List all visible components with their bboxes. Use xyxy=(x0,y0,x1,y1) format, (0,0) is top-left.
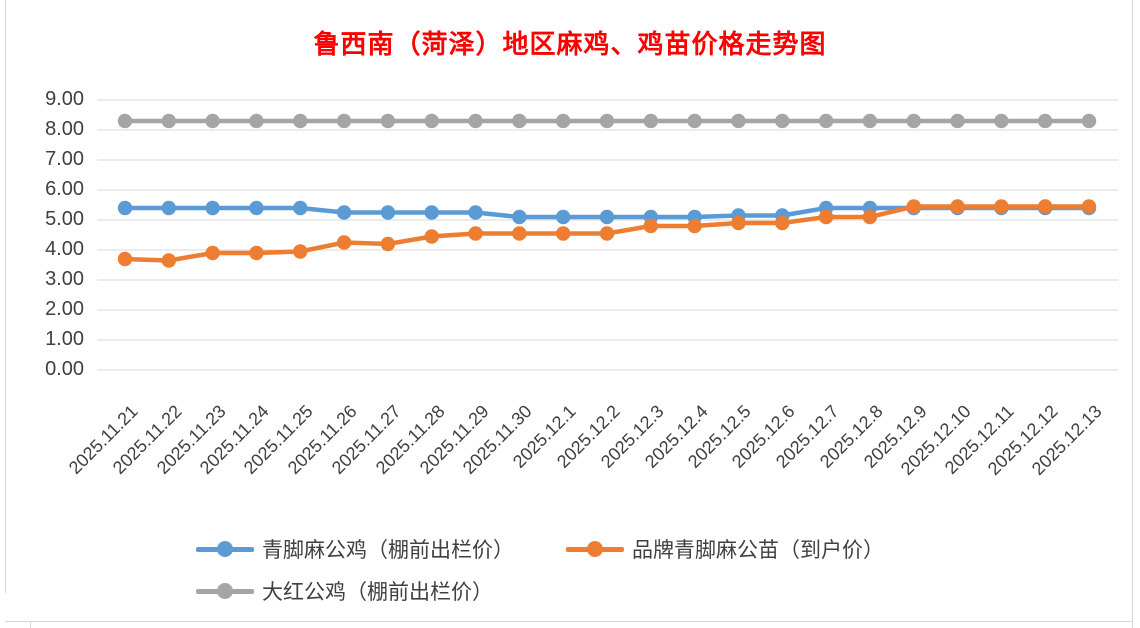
data-point xyxy=(555,113,571,129)
data-point xyxy=(205,113,220,129)
spreadsheet-gridline-tick xyxy=(30,622,31,628)
data-point xyxy=(1081,113,1097,129)
data-point xyxy=(555,209,571,225)
data-point xyxy=(994,113,1009,129)
data-point xyxy=(599,226,615,241)
spreadsheet-gridline-left xyxy=(5,0,6,593)
data-point xyxy=(468,205,483,220)
data-point xyxy=(336,113,352,129)
legend-entry: 品牌青脚麻公苗（到户价） xyxy=(566,534,884,564)
data-point xyxy=(643,113,659,129)
data-point xyxy=(775,215,790,231)
spreadsheet-gridline-right xyxy=(1132,0,1133,628)
data-point xyxy=(249,200,264,216)
data-point xyxy=(731,215,746,231)
data-point xyxy=(468,113,483,129)
data-point xyxy=(818,209,834,225)
data-point xyxy=(380,205,396,220)
chart-title: 鲁西南（菏泽）地区麻鸡、鸡苗价格走势图 xyxy=(313,30,827,59)
data-point xyxy=(249,113,264,129)
data-point xyxy=(249,245,264,261)
data-point xyxy=(380,113,396,129)
data-point xyxy=(687,218,702,234)
data-point xyxy=(424,205,439,220)
y-tick-label: 9.00 xyxy=(45,88,84,110)
data-point xyxy=(1037,199,1053,214)
data-point xyxy=(555,226,571,241)
data-point xyxy=(906,199,921,214)
data-point xyxy=(950,199,965,214)
legend-line-marker-icon xyxy=(196,541,254,557)
legend-label: 大红公鸡（棚前出栏价） xyxy=(262,580,493,604)
spreadsheet-gridline-bottom xyxy=(5,621,1133,622)
data-point xyxy=(1081,199,1097,214)
y-tick-label: 5.00 xyxy=(45,208,84,230)
y-tick-label: 0.00 xyxy=(45,358,84,380)
data-point xyxy=(117,113,133,129)
data-point xyxy=(336,235,352,250)
data-point xyxy=(599,209,615,225)
legend-line-marker-icon xyxy=(566,541,624,557)
data-point xyxy=(293,200,308,216)
data-point xyxy=(731,113,746,129)
data-point xyxy=(336,205,352,220)
data-point xyxy=(512,226,527,241)
legend-row-1: 青脚麻公鸡（棚前出栏价） 品牌青脚麻公苗（到户价） xyxy=(196,534,936,564)
data-point xyxy=(205,245,220,261)
data-point xyxy=(994,199,1009,214)
data-point xyxy=(424,229,439,244)
y-tick-label: 2.00 xyxy=(45,298,84,320)
data-point xyxy=(117,200,133,216)
legend-line-marker-icon xyxy=(196,583,254,599)
data-point xyxy=(512,113,527,129)
y-tick-label: 8.00 xyxy=(45,118,84,140)
y-tick-label: 4.00 xyxy=(45,238,84,260)
data-point xyxy=(161,200,177,216)
legend-label: 品牌青脚麻公苗（到户价） xyxy=(632,538,884,562)
data-point xyxy=(468,226,483,241)
y-tick-label: 1.00 xyxy=(45,328,84,350)
legend-row-2: 大红公鸡（棚前出栏价） xyxy=(196,576,545,606)
legend-entry: 青脚麻公鸡（棚前出栏价） xyxy=(196,534,514,564)
data-point xyxy=(293,113,308,129)
data-point xyxy=(775,113,790,129)
data-point xyxy=(424,113,439,129)
data-point xyxy=(205,200,220,216)
data-point xyxy=(818,113,834,129)
data-point xyxy=(512,209,527,225)
data-point xyxy=(293,244,308,259)
y-tick-label: 3.00 xyxy=(45,268,84,290)
data-point xyxy=(862,209,878,225)
data-point xyxy=(862,113,878,129)
data-point xyxy=(643,218,659,234)
data-point xyxy=(161,253,177,268)
legend-entry: 大红公鸡（棚前出栏价） xyxy=(196,576,493,606)
y-tick-label: 7.00 xyxy=(45,148,84,170)
data-point xyxy=(599,113,615,129)
data-point xyxy=(687,113,702,129)
data-point xyxy=(950,113,965,129)
data-point xyxy=(906,113,921,129)
data-point xyxy=(161,113,177,129)
data-point xyxy=(1037,113,1053,129)
data-point xyxy=(380,236,396,252)
legend-label: 青脚麻公鸡（棚前出栏价） xyxy=(262,538,514,562)
data-point xyxy=(117,251,133,267)
y-tick-label: 6.00 xyxy=(45,178,84,200)
